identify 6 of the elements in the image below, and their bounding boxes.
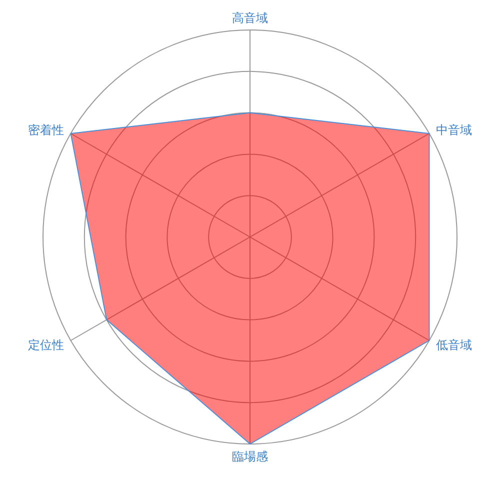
spoke-label: 密着性 [28,122,64,137]
spoke-label: 中音域 [436,122,472,137]
spoke-label: 高音域 [232,11,268,25]
spoke-label: 臨場感 [232,450,268,464]
spoke-label: 定位性 [28,338,64,352]
spoke-label: 低音域 [436,338,472,352]
